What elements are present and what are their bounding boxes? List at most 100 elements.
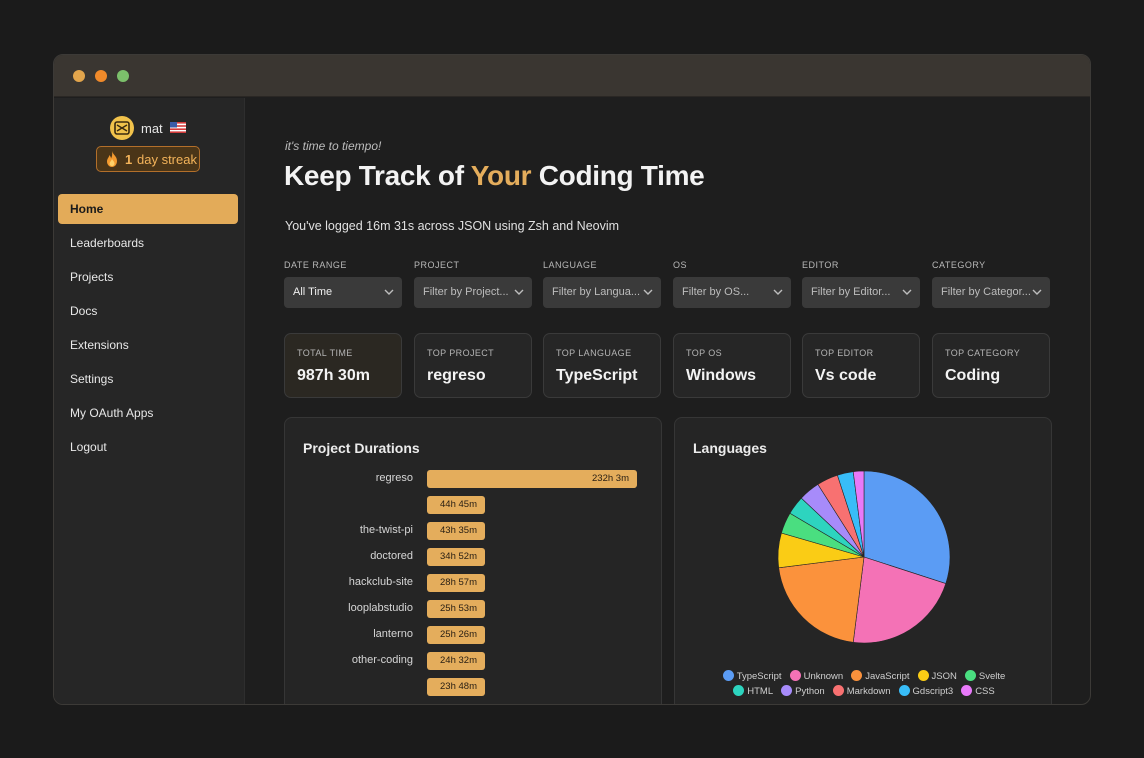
editor-filter-placeholder: Filter by Editor... <box>811 286 891 298</box>
language-filter-placeholder: Filter by Langua... <box>552 286 641 298</box>
legend-item[interactable]: CSS <box>961 685 995 697</box>
chevron-down-icon <box>514 289 524 295</box>
stat-top-project: TOP PROJECT regreso <box>414 333 532 398</box>
filter-label: EDITOR <box>802 260 839 270</box>
filter-label: OS <box>673 260 688 270</box>
bar-value-label: 43h 35m <box>440 525 477 536</box>
filter-label: DATE RANGE <box>284 260 347 270</box>
pie-slice-unknown[interactable] <box>852 556 947 644</box>
legend-swatch <box>781 685 793 696</box>
legend-swatch <box>917 670 929 681</box>
legend-label: Gdscript3 <box>912 686 954 697</box>
legend-item[interactable]: HTML <box>733 685 773 697</box>
tagline: it's time to tiempo! <box>285 139 382 153</box>
project-filter-select[interactable]: Filter by Project... <box>414 277 532 308</box>
legend-swatch <box>851 670 863 681</box>
date-range-value: All Time <box>293 286 333 298</box>
headline-end: Coding Time <box>538 160 705 191</box>
close-window-button[interactable] <box>73 70 85 82</box>
bar[interactable]: 23h 48m <box>427 678 485 696</box>
filter-label: LANGUAGE <box>543 260 598 270</box>
legend-item[interactable]: Svelte <box>964 670 1006 682</box>
stat-label: TOP PROJECT <box>427 348 495 358</box>
legend-item[interactable]: Unknown <box>789 670 844 682</box>
bar[interactable]: 43h 35m <box>427 522 485 540</box>
legend-label: TypeScript <box>736 671 782 682</box>
legend-label: JSON <box>931 671 957 682</box>
bar-value-label: 24h 32m <box>440 655 477 666</box>
chevron-down-icon <box>902 289 912 295</box>
date-range-select[interactable]: All Time <box>284 277 402 308</box>
maximize-window-button[interactable] <box>117 70 129 82</box>
app-window: mat 1 day streak Home Leaderboards Proje… <box>53 54 1091 705</box>
bar-label: regreso <box>375 472 413 484</box>
legend-item[interactable]: Gdscript3 <box>898 685 954 697</box>
bar[interactable]: 25h 53m <box>427 600 485 618</box>
legend-item[interactable]: Python <box>781 685 825 697</box>
legend-row: TypeScript Unknown JavaScript JSON Svelte <box>675 670 1051 684</box>
legend-row: HTML Python Markdown Gdscript3 CSS <box>675 685 1051 699</box>
bar-label: hackclub-site <box>348 576 413 588</box>
bar[interactable]: 44h 45m <box>427 496 485 514</box>
legend-label: HTML <box>747 686 774 697</box>
bar-label: looplabstudio <box>348 602 413 614</box>
streak-text: day streak <box>137 152 197 167</box>
stat-top-os: TOP OS Windows <box>673 333 791 398</box>
bar[interactable]: 34h 52m <box>427 548 485 566</box>
legend-label: Svelte <box>978 671 1006 682</box>
sidebar-item-extensions[interactable]: Extensions <box>70 338 129 352</box>
bar[interactable]: 24h 32m <box>427 652 485 670</box>
stat-total-time: TOTAL TIME 987h 30m <box>284 333 402 398</box>
title-bar <box>54 55 1090 97</box>
activity-summary: You've logged 16m 31s across JSON using … <box>285 219 620 233</box>
bar[interactable]: 28h 57m <box>427 574 485 592</box>
pie-slice-css[interactable] <box>852 470 865 558</box>
stat-value: regreso <box>427 367 486 384</box>
bar-label: other-coding <box>351 654 413 666</box>
sidebar-item-settings[interactable]: Settings <box>70 372 114 386</box>
languages-card: Languages TypeScript Unknown JavaScript JSO… <box>674 417 1052 704</box>
legend-item[interactable]: TypeScript <box>722 670 782 682</box>
us-flag-icon <box>170 122 186 133</box>
stat-value: TypeScript <box>556 367 638 384</box>
stat-value: Coding <box>945 367 1001 384</box>
legend-swatch <box>898 685 910 696</box>
pie-slice-javascript[interactable] <box>778 556 865 643</box>
legend-swatch <box>964 670 976 681</box>
legend-label: CSS <box>975 686 995 697</box>
project-durations-card: Project Durations regreso 232h 3m 44h 45m t… <box>284 417 662 704</box>
sidebar-item-home[interactable]: Home <box>58 194 238 224</box>
user-profile[interactable]: mat <box>54 116 245 140</box>
sidebar-item-projects[interactable]: Projects <box>70 270 114 284</box>
pie-slice-typescript[interactable] <box>863 470 951 584</box>
legend-item[interactable]: JavaScript <box>851 670 910 682</box>
language-filter-select[interactable]: Filter by Langua... <box>543 277 661 308</box>
user-name: mat <box>141 121 163 136</box>
bar[interactable]: 232h 3m <box>427 470 637 488</box>
chevron-down-icon <box>773 289 783 295</box>
stat-label: TOP EDITOR <box>815 348 874 358</box>
sidebar-item-oauth-apps[interactable]: My OAuth Apps <box>70 406 154 420</box>
bar-label: doctored <box>370 550 413 562</box>
category-filter-select[interactable]: Filter by Categor... <box>932 277 1050 308</box>
legend-item[interactable]: JSON <box>917 670 957 682</box>
streak-count: 1 <box>125 152 133 167</box>
bar[interactable]: 25h 26m <box>427 626 485 644</box>
os-filter-select[interactable]: Filter by OS... <box>673 277 791 308</box>
sidebar: mat 1 day streak Home Leaderboards Proje… <box>54 98 245 704</box>
legend-item[interactable]: Markdown <box>832 685 891 697</box>
editor-filter-select[interactable]: Filter by Editor... <box>802 277 920 308</box>
stat-label: TOP OS <box>686 348 723 358</box>
sidebar-item-logout[interactable]: Logout <box>70 440 107 454</box>
sidebar-item-docs[interactable]: Docs <box>70 304 98 318</box>
legend-label: Unknown <box>803 671 844 682</box>
card-title: Project Durations <box>303 440 420 456</box>
bar-value-label: 44h 45m <box>440 499 477 510</box>
bar-label: the-twist-pi <box>359 524 413 536</box>
minimize-window-button[interactable] <box>95 70 107 82</box>
main-content: it's time to tiempo! Keep Track of Your … <box>246 98 1090 704</box>
bar-value-label: 25h 26m <box>440 629 477 640</box>
stat-top-editor: TOP EDITOR Vs code <box>802 333 920 398</box>
legend-label: Markdown <box>846 686 891 697</box>
sidebar-item-leaderboards[interactable]: Leaderboards <box>70 236 145 250</box>
